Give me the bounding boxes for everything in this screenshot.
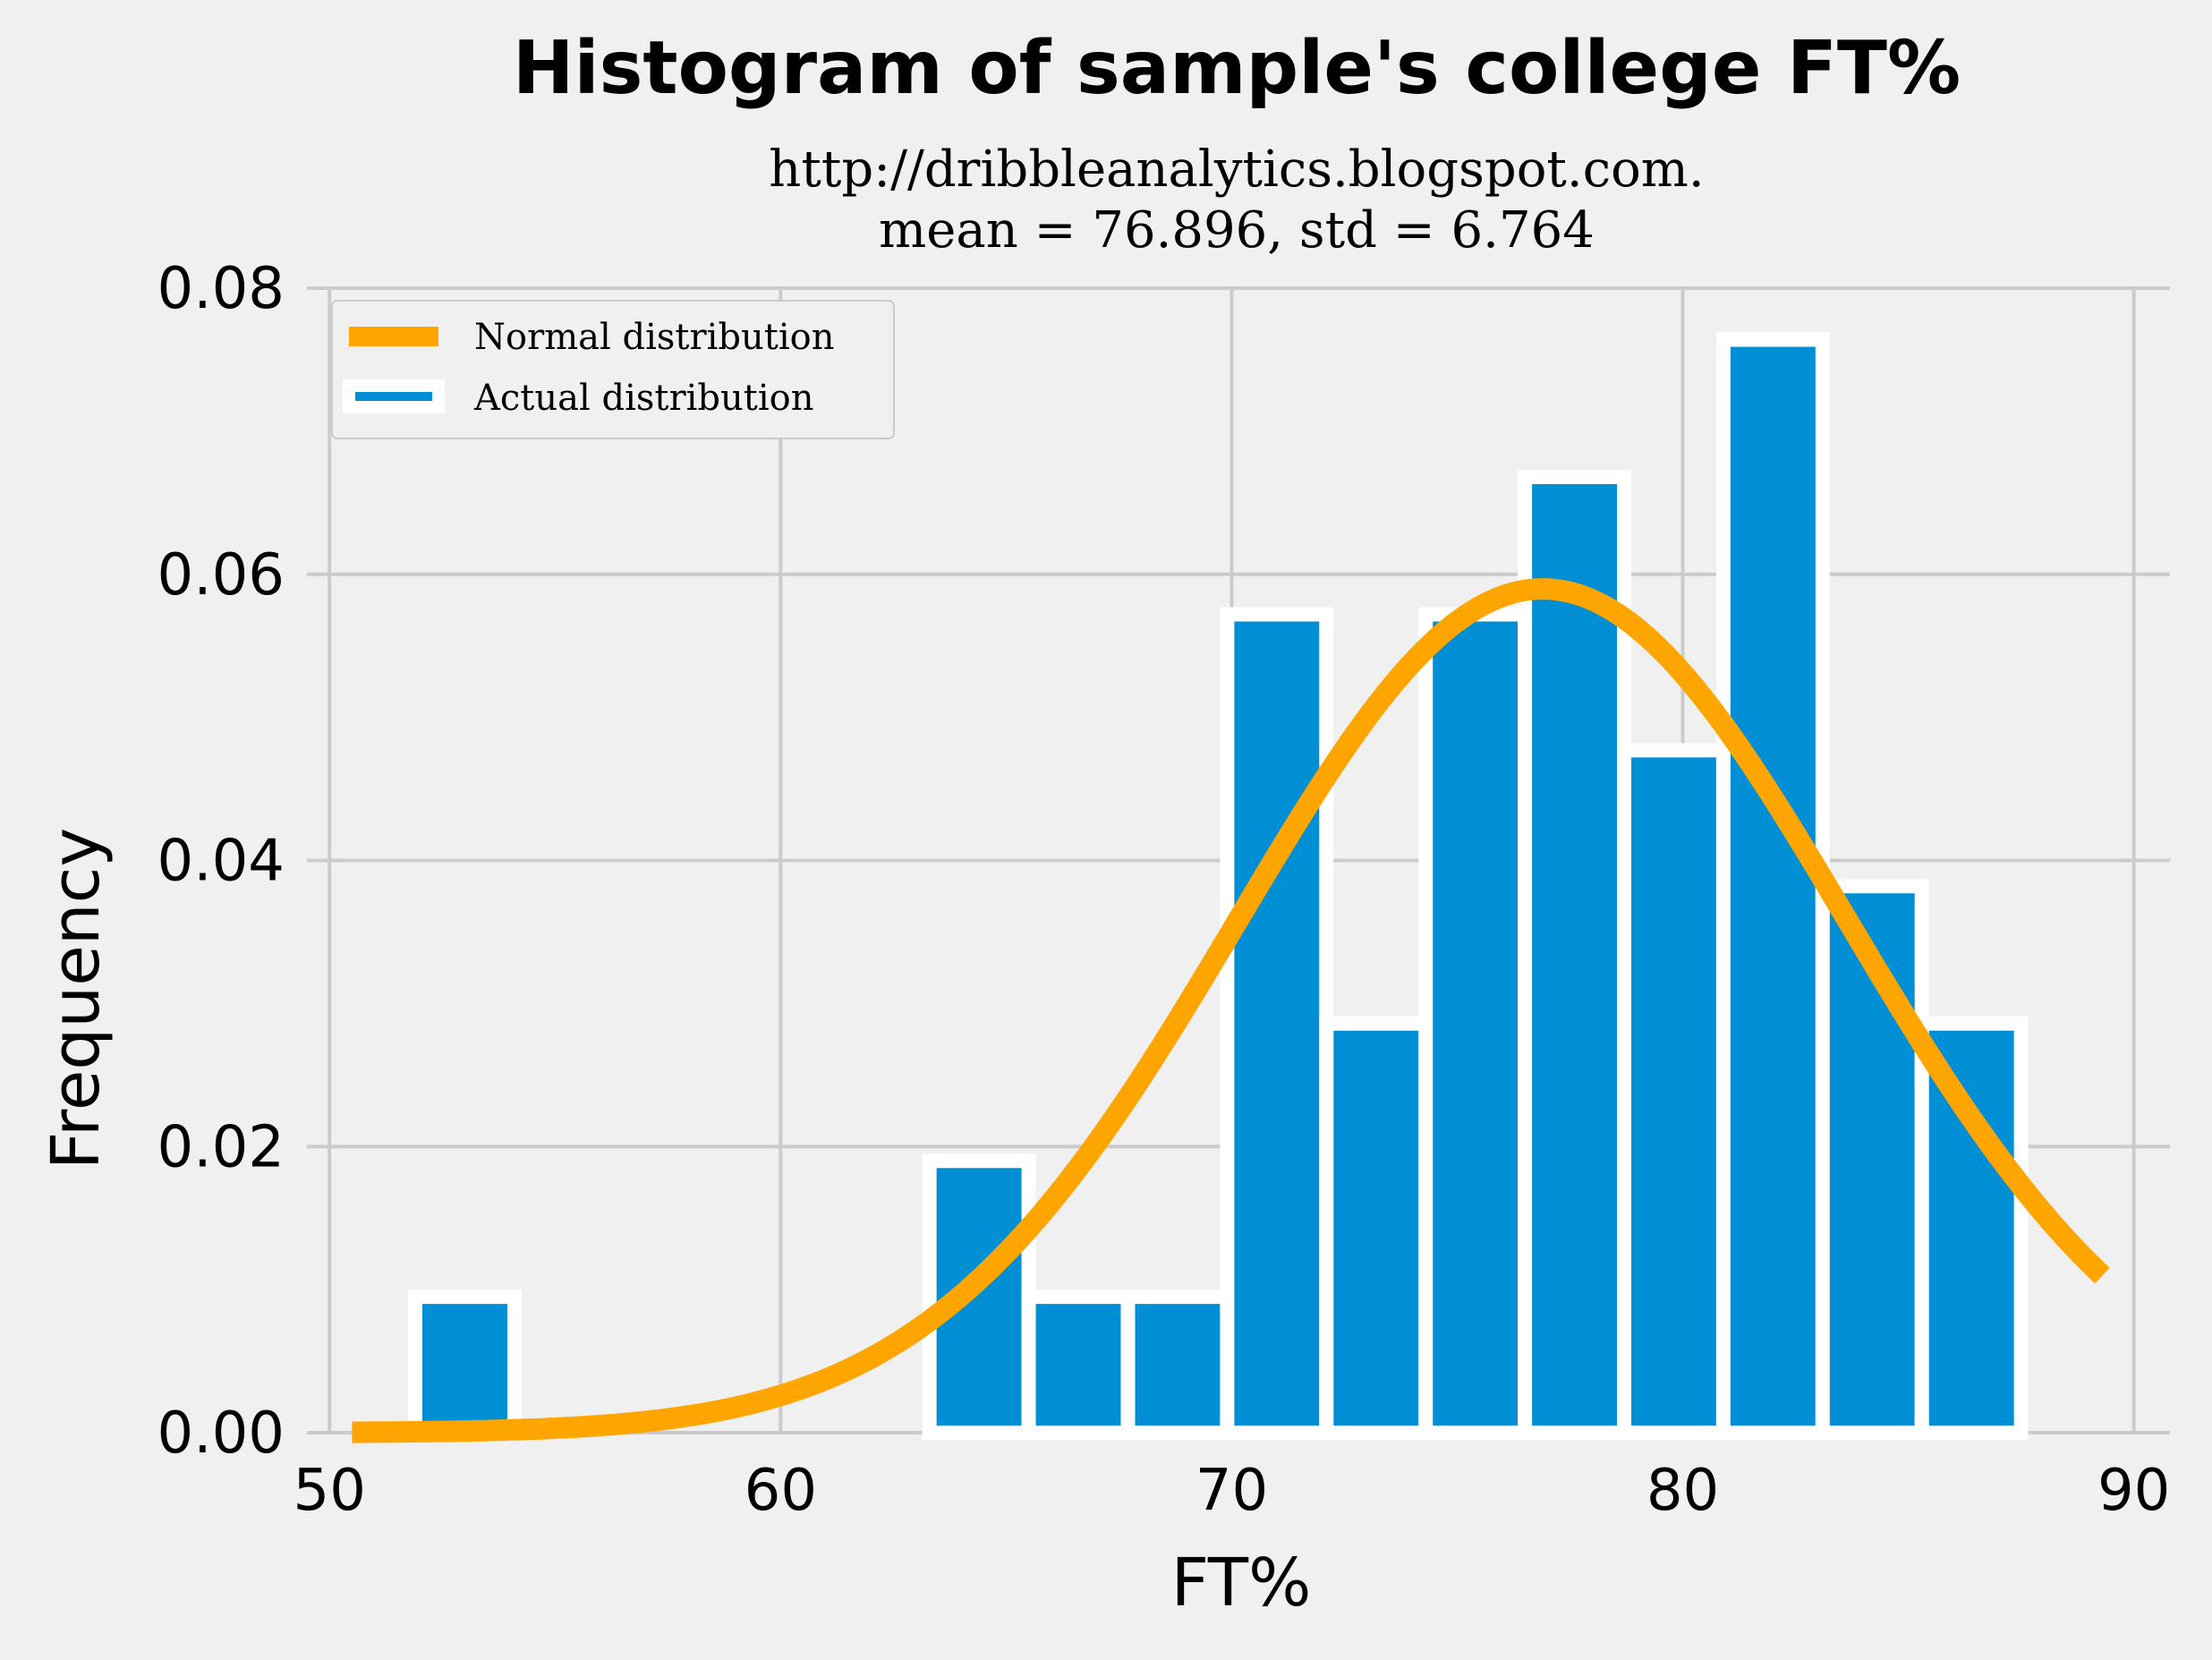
y-tick-label-3: 0.06 xyxy=(157,542,285,609)
y-tick-labels: 0.00 0.02 0.04 0.06 0.08 xyxy=(157,256,285,1467)
legend: Normal distribution Actual distribution xyxy=(331,300,895,439)
legend-actual-swatch xyxy=(343,379,445,413)
chart-title: Histogram of sample's college FT% xyxy=(513,26,1961,111)
legend-box xyxy=(331,300,895,439)
chart-subtitle-line-2: mean = 76.896, std = 6.764 xyxy=(879,201,1595,260)
histogram-bar-3 xyxy=(1120,1290,1235,1441)
x-axis-label: FT% xyxy=(1171,1545,1312,1622)
x-tick-label-70: 70 xyxy=(1195,1458,1268,1524)
histogram-bar-6 xyxy=(1418,607,1533,1440)
histogram-bar-8 xyxy=(1617,743,1731,1440)
x-tick-label-50: 50 xyxy=(293,1458,365,1524)
x-tick-label-90: 90 xyxy=(2097,1458,2170,1524)
x-tick-labels: 50 60 70 80 90 xyxy=(293,1458,2170,1524)
y-tick-label-2: 0.04 xyxy=(157,829,285,895)
x-tick-label-60: 60 xyxy=(744,1458,817,1524)
y-tick-label-4: 0.08 xyxy=(157,256,285,322)
histogram-bar-2 xyxy=(1021,1290,1136,1441)
histogram-bar-0 xyxy=(407,1290,522,1441)
chart-subtitle-line-1: http://dribbleanalytics.blogspot.com. xyxy=(769,140,1704,199)
histogram-bar-11 xyxy=(1914,1016,2029,1440)
histogram-bar-9 xyxy=(1715,332,1830,1440)
x-tick-label-80: 80 xyxy=(1646,1458,1719,1524)
histogram-bar-4 xyxy=(1220,607,1334,1440)
y-tick-label-0: 0.00 xyxy=(157,1400,285,1467)
bars xyxy=(407,332,2029,1441)
histogram-bar-5 xyxy=(1319,1016,1434,1440)
normal-distribution-line xyxy=(348,578,2110,1443)
y-tick-label-1: 0.02 xyxy=(157,1114,285,1180)
legend-normal-label: Normal distribution xyxy=(474,317,834,358)
y-axis-label: Frequency xyxy=(38,828,115,1170)
legend-actual-label: Actual distribution xyxy=(473,378,813,419)
